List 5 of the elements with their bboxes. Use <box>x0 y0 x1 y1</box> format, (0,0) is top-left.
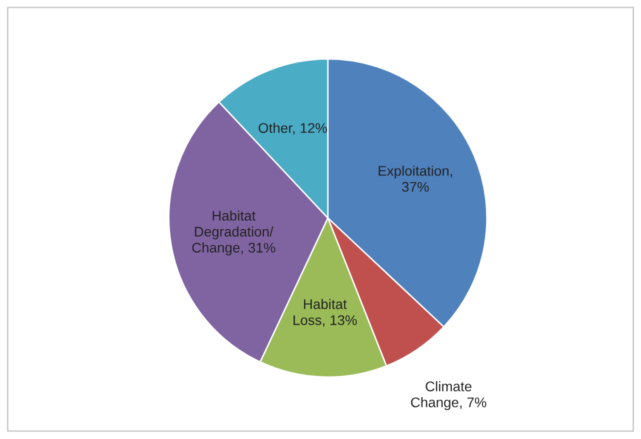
slice-label: Climate Change, 7% <box>411 381 486 410</box>
slice-label: Other, 12% <box>258 122 327 135</box>
slice-label: Habitat Degradation/ Change, 31% <box>192 210 276 256</box>
slice-label: Exploitation, 37% <box>378 166 452 192</box>
slice-label: Habitat Loss, 13% <box>294 298 357 327</box>
